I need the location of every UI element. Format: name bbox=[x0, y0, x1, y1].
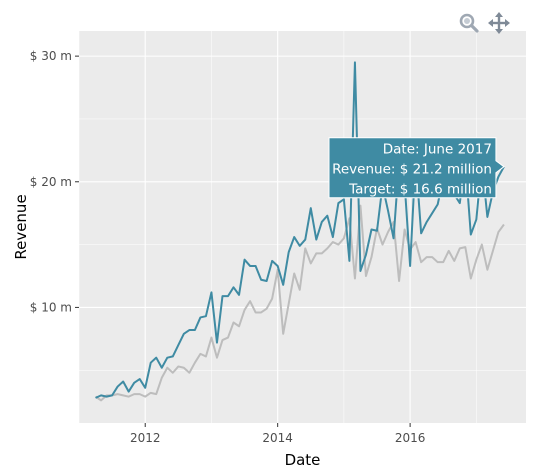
pan-move-icon[interactable] bbox=[488, 12, 510, 34]
tooltip-line: Date: June 2017 bbox=[383, 142, 492, 158]
tooltip-line: Target: $ 16.6 million bbox=[348, 182, 492, 198]
hover-tooltip: Date: June 2017 Revenue: $ 21.2 million Ta… bbox=[328, 137, 505, 199]
grid-lines bbox=[78, 31, 526, 423]
series-line-target[interactable] bbox=[94, 204, 505, 402]
zoom-magnifier-icon[interactable] bbox=[458, 12, 480, 34]
y-tick-label: $ 30 m bbox=[30, 49, 72, 63]
x-tick-label: 2014 bbox=[262, 431, 293, 445]
series-layer bbox=[94, 61, 505, 402]
tooltip-box bbox=[328, 137, 505, 199]
tooltip-line: Revenue: $ 21.2 million bbox=[332, 162, 492, 178]
chart-toolbar bbox=[458, 12, 510, 34]
series-line-revenue[interactable] bbox=[95, 61, 505, 399]
x-tick-label: 2012 bbox=[130, 431, 161, 445]
plot-panel[interactable] bbox=[79, 31, 526, 423]
y-tick-label: $ 20 m bbox=[30, 175, 72, 189]
axis-ticks: 2012 2014 2016 $ 10 m $ 20 m $ 30 m bbox=[30, 49, 426, 445]
y-axis-title: Revenue bbox=[12, 194, 30, 259]
y-tick-label: $ 10 m bbox=[30, 300, 72, 314]
x-tick-label: 2016 bbox=[395, 431, 426, 445]
x-axis-title: Date bbox=[285, 451, 321, 469]
